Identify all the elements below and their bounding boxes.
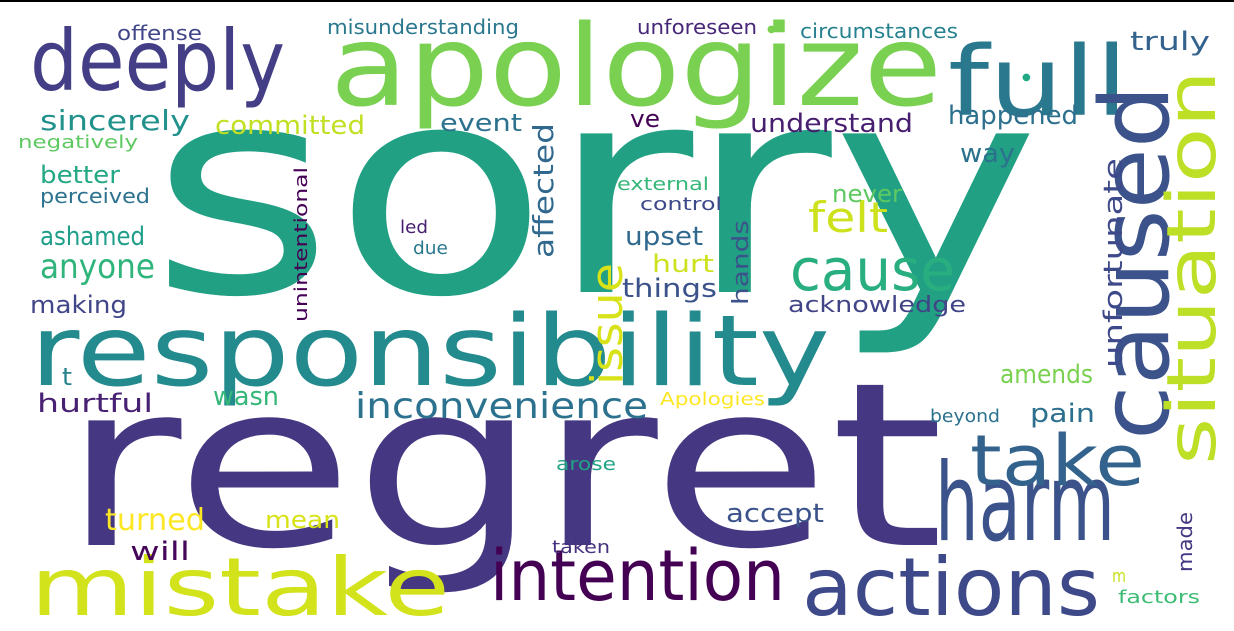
word-misunderstanding: misunderstanding bbox=[327, 15, 519, 39]
word-harm: harm bbox=[935, 441, 1115, 566]
word-actions: actions bbox=[802, 541, 1100, 631]
word-apologies: Apologies bbox=[660, 389, 765, 410]
word-wasn: wasn bbox=[213, 382, 279, 412]
word-truly: truly bbox=[1130, 27, 1210, 57]
word-made: made bbox=[1173, 512, 1197, 572]
word-things: things bbox=[622, 274, 717, 304]
word-full: full bbox=[948, 26, 1128, 138]
word-felt: felt bbox=[808, 193, 888, 242]
dot-mark-1: ● bbox=[767, 24, 776, 35]
word-due: due bbox=[413, 238, 448, 259]
word-affected: affected bbox=[527, 123, 560, 258]
word-hands: hands bbox=[729, 220, 754, 305]
word-offense: offense bbox=[117, 21, 202, 45]
word-will: will bbox=[130, 537, 190, 567]
word-making: making bbox=[30, 291, 127, 319]
word-negatively: negatively bbox=[18, 132, 138, 153]
word-committed: committed bbox=[215, 111, 365, 141]
word-amends: amends bbox=[1000, 360, 1093, 390]
word-m: m bbox=[1112, 566, 1126, 587]
word-deeply: deeply bbox=[30, 12, 285, 110]
word-way: way bbox=[960, 139, 1015, 169]
word-t: t bbox=[62, 363, 72, 391]
word-factors: factors bbox=[1118, 587, 1200, 608]
word-better: better bbox=[40, 161, 120, 189]
word-arose: arose bbox=[556, 454, 616, 475]
word-regret: regret bbox=[62, 333, 944, 599]
word-intention: intention bbox=[490, 535, 785, 617]
word-sincerely: sincerely bbox=[40, 104, 190, 137]
word-perceived: perceived bbox=[40, 184, 150, 208]
word-mistake: mistake bbox=[30, 541, 450, 631]
word-caused: caused bbox=[1081, 85, 1191, 440]
word-anyone: anyone bbox=[40, 247, 155, 287]
word-happened: happened bbox=[948, 101, 1078, 131]
word-apologize: apologize bbox=[330, 2, 942, 132]
word-mean: mean bbox=[265, 506, 340, 534]
word-hurtful: hurtful bbox=[37, 389, 153, 419]
top-border bbox=[0, 0, 1234, 2]
word-cause: cause bbox=[790, 236, 955, 304]
word-take: take bbox=[970, 420, 1145, 502]
word-beyond: beyond bbox=[930, 406, 1000, 427]
word-turned: turned bbox=[105, 503, 205, 538]
word-circumstances: circumstances bbox=[800, 19, 958, 43]
word-upset: upset bbox=[625, 222, 703, 252]
word-event: event bbox=[440, 109, 522, 137]
word-ashamed: ashamed bbox=[40, 222, 145, 252]
word-understand: understand bbox=[750, 109, 913, 139]
word-external: external bbox=[617, 174, 709, 195]
word-responsibility: responsibility bbox=[30, 295, 830, 409]
word-never: never bbox=[832, 180, 902, 208]
word-inconvenience: inconvenience bbox=[355, 386, 648, 427]
word-unfortunate: unfortunate bbox=[1099, 158, 1129, 368]
word-unforeseen: unforeseen bbox=[637, 15, 757, 39]
word-pain: pain bbox=[1030, 399, 1095, 429]
word-taken: taken bbox=[552, 537, 610, 558]
word-acknowledge: acknowledge bbox=[788, 293, 966, 318]
word-unintentional: unintentional bbox=[291, 167, 312, 322]
word-control: control bbox=[640, 194, 722, 215]
dot-mark-2: ● bbox=[1022, 72, 1031, 83]
word-accept: accept bbox=[726, 499, 824, 529]
word-led: led bbox=[400, 217, 428, 238]
word-situation: situation bbox=[1153, 70, 1232, 465]
word-hurt: hurt bbox=[652, 250, 714, 278]
word-sorry: sorry bbox=[150, 24, 1040, 361]
word-issue: issue bbox=[582, 263, 633, 385]
word-ve: ve bbox=[630, 105, 660, 133]
